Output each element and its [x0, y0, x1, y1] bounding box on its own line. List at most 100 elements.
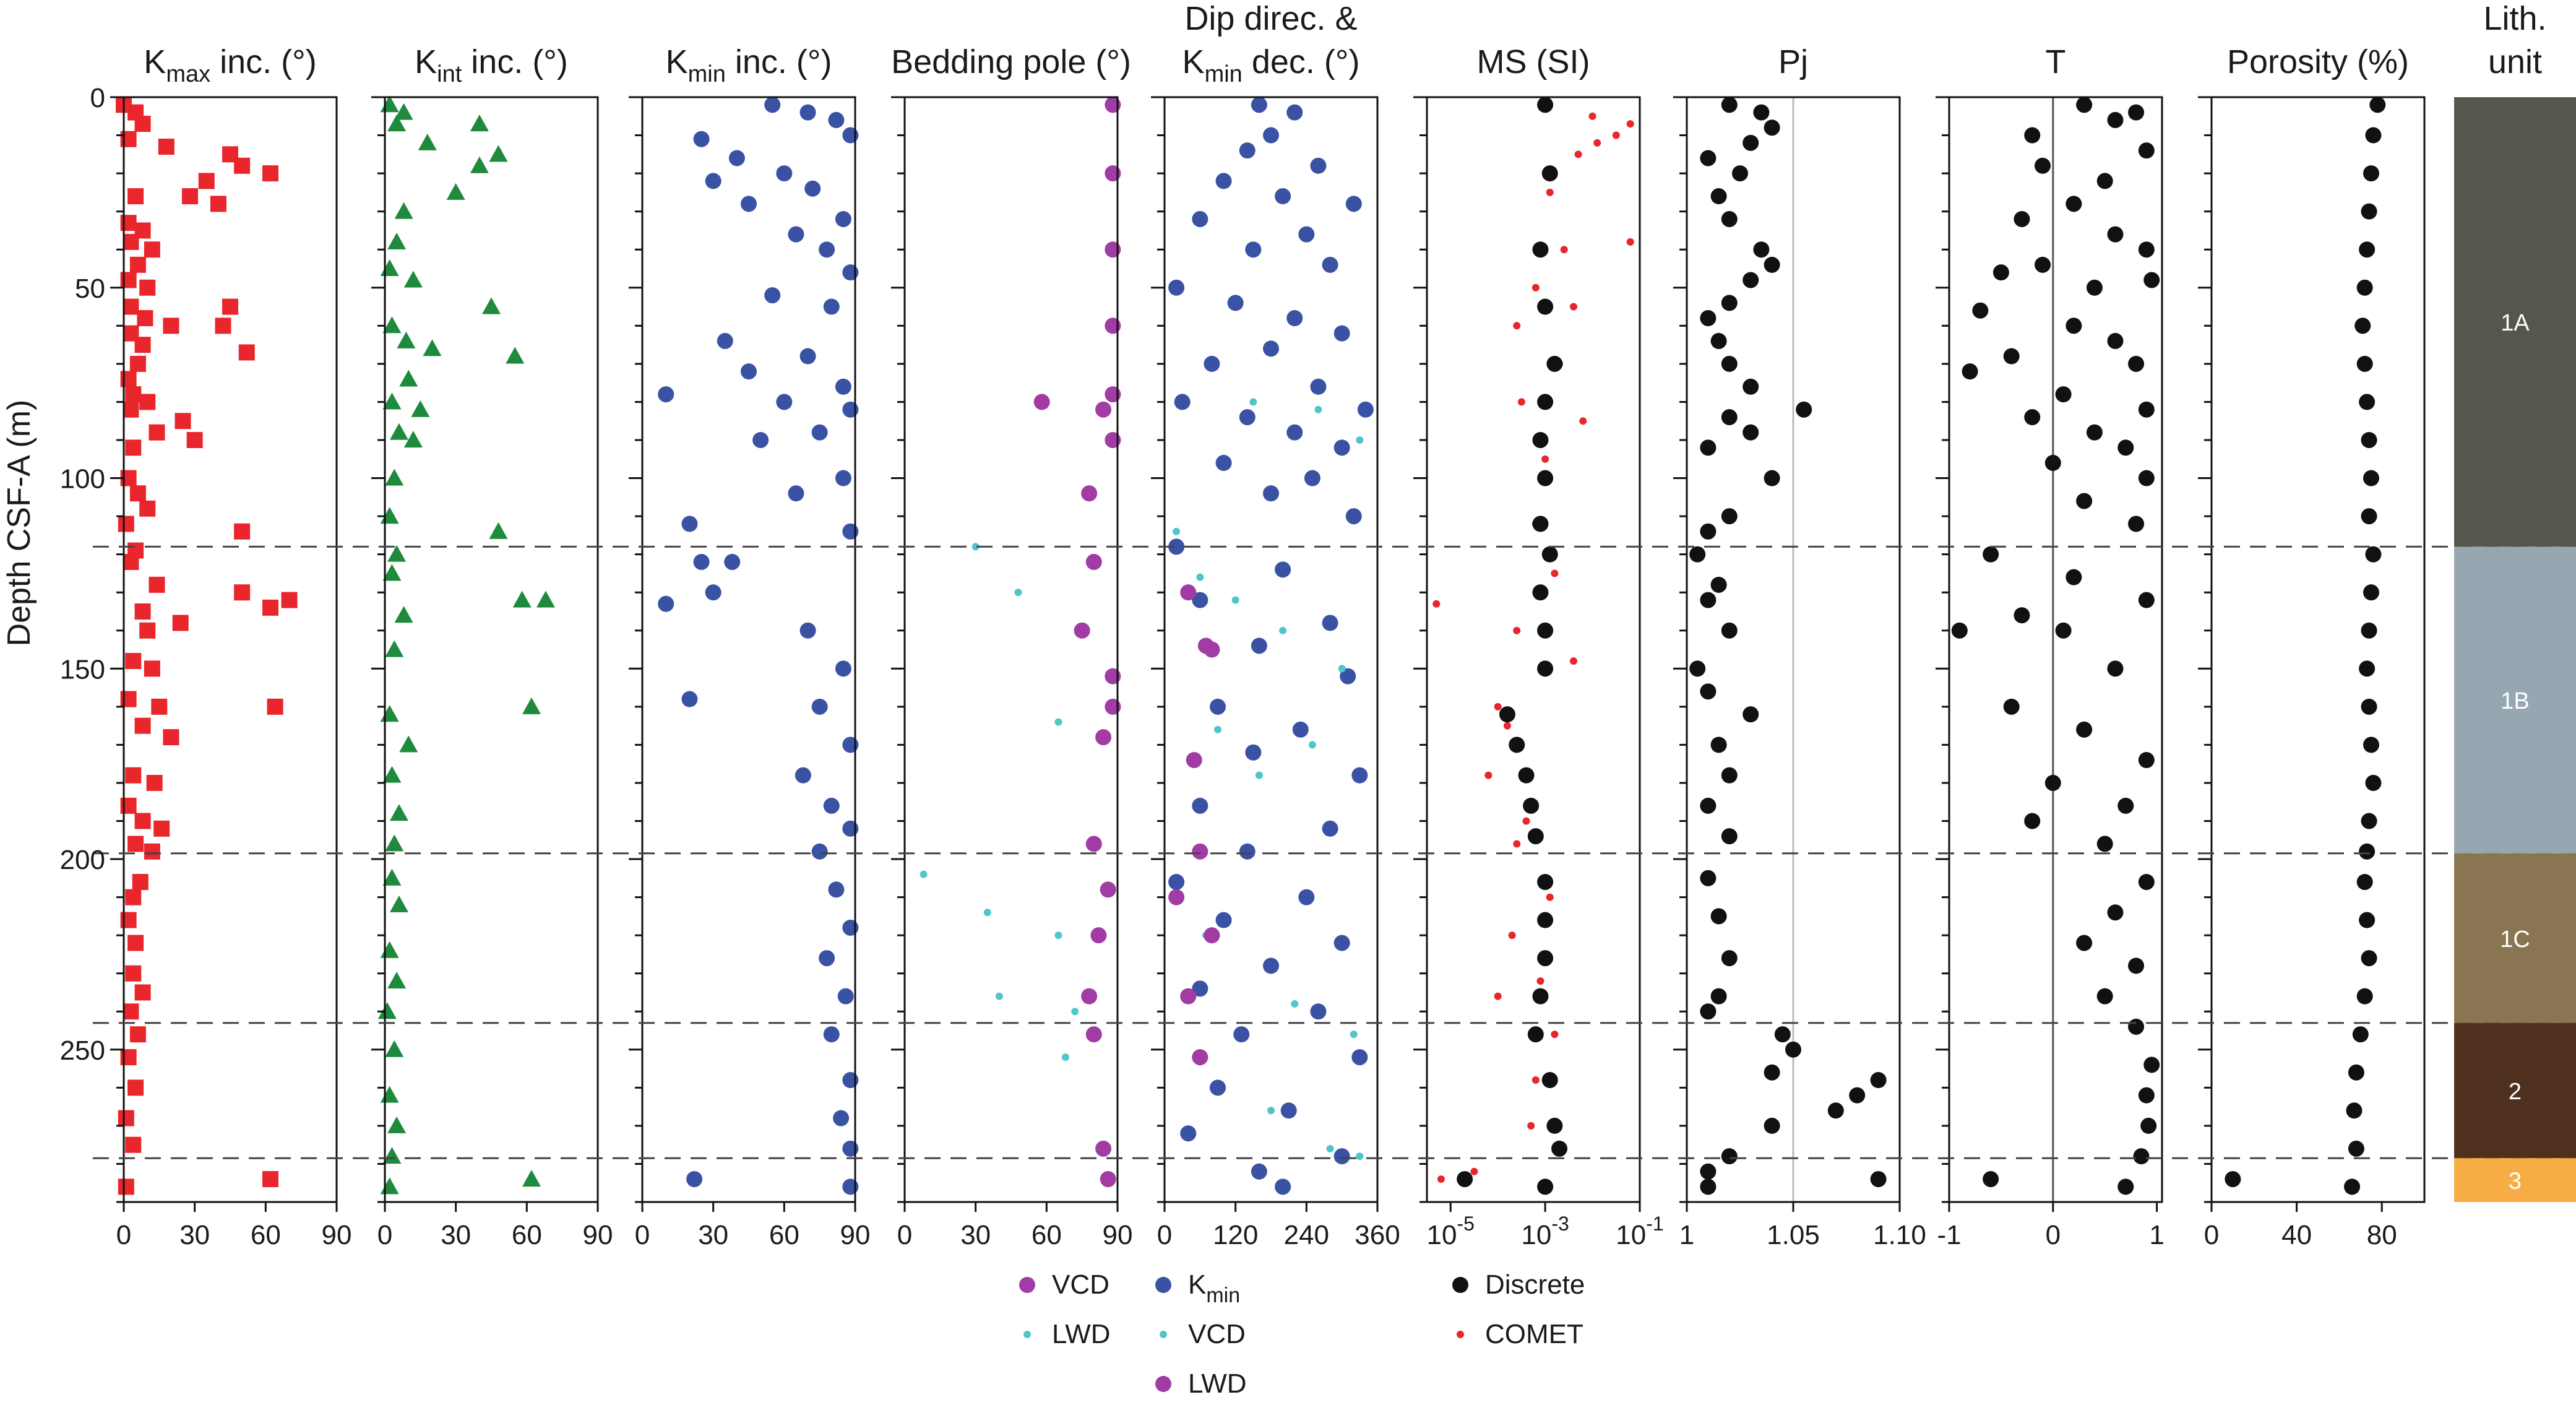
panel-title: MS (SI) — [1477, 43, 1590, 80]
data-point — [1292, 721, 1309, 738]
data-point — [1054, 932, 1062, 940]
data-point — [1569, 657, 1577, 665]
data-point — [1180, 988, 1197, 1005]
data-point — [125, 386, 142, 403]
data-point — [1186, 752, 1202, 768]
data-point — [2035, 157, 2051, 174]
data-point — [2363, 165, 2379, 182]
title-main: MS (SI) — [1477, 43, 1590, 80]
data-point — [385, 469, 404, 486]
data-point — [1764, 1117, 1780, 1134]
x-tick-label: 0 — [635, 1220, 650, 1250]
panel-kint: 0 30 60 90 Kint inc. (°) — [371, 43, 613, 1250]
data-point — [2024, 813, 2041, 829]
data-point — [2359, 912, 2376, 928]
data-point — [1700, 1163, 1717, 1180]
data-point — [1870, 1072, 1887, 1089]
x-tick-label: 0 — [2204, 1220, 2219, 1250]
data-point — [2140, 1117, 2157, 1134]
data-point — [2346, 1102, 2363, 1119]
data-point — [1764, 119, 1780, 136]
panel-frame — [1163, 96, 1379, 1203]
data-point — [2365, 546, 2382, 563]
data-point — [1710, 332, 1727, 349]
data-point — [134, 717, 151, 734]
data-point — [1764, 470, 1780, 486]
data-point — [1710, 188, 1727, 205]
panel-title: Kint inc. (°) — [415, 43, 568, 87]
series-kint-0 — [377, 95, 555, 1195]
data-point — [1513, 626, 1521, 634]
y-tick-label: 100 — [60, 464, 105, 495]
panel-title: Kmin inc. (°) — [666, 43, 832, 87]
data-point — [1527, 1026, 1544, 1043]
panel-pj: 1 1.05 1.10 Pj — [1673, 43, 1926, 1250]
data-point — [118, 1110, 134, 1126]
data-point — [2138, 142, 2155, 159]
data-point — [125, 652, 142, 669]
data-point — [2361, 622, 2377, 639]
data-point — [123, 233, 139, 250]
data-point — [281, 592, 298, 608]
data-point — [1546, 355, 1563, 372]
data-point — [2096, 173, 2113, 189]
data-point — [2014, 210, 2030, 227]
x-tick-label: 10-3 — [1521, 1213, 1569, 1250]
data-point — [2086, 424, 2103, 441]
data-point — [776, 394, 793, 410]
data-point — [2365, 127, 2382, 144]
data-point — [1333, 325, 1350, 342]
data-point — [1742, 134, 1759, 151]
title-subscript: max — [166, 61, 210, 87]
series-kmin-0 — [658, 97, 859, 1195]
data-point — [1245, 241, 1262, 258]
data-point — [1298, 889, 1315, 906]
data-point — [1071, 1008, 1079, 1016]
data-point — [446, 183, 465, 200]
data-point — [1774, 1026, 1791, 1043]
data-point — [382, 316, 402, 334]
data-point — [1192, 1049, 1208, 1066]
data-point — [728, 150, 745, 166]
data-point — [123, 298, 139, 315]
lith-unit-1B — [2454, 547, 2576, 854]
data-point — [1579, 417, 1587, 425]
data-point — [1275, 1178, 1291, 1195]
data-point — [1700, 439, 1717, 456]
x-tick-label: 60 — [769, 1220, 799, 1250]
data-point — [1239, 409, 1256, 426]
data-point — [1196, 573, 1204, 581]
data-point — [139, 500, 156, 517]
title-main: K — [415, 43, 437, 80]
data-point — [1061, 1053, 1069, 1061]
data-point — [835, 660, 851, 677]
data-point — [1849, 1087, 1866, 1104]
data-point — [129, 1026, 146, 1043]
data-point — [118, 1178, 134, 1195]
data-point — [385, 640, 404, 657]
tick-exponent: -1 — [1646, 1213, 1663, 1235]
data-point — [1992, 264, 2009, 281]
data-point — [2086, 279, 2103, 296]
data-point — [2128, 516, 2145, 532]
data-point — [1689, 660, 1706, 677]
data-point — [489, 522, 508, 539]
data-point — [823, 1026, 840, 1043]
x-tick-label: 240 — [1284, 1220, 1329, 1250]
legend-bedding: VCD LWD — [1019, 1269, 1111, 1349]
data-point — [2138, 401, 2155, 418]
x-tick-label: 10-1 — [1616, 1213, 1663, 1250]
data-point — [1532, 431, 1549, 448]
data-point — [2066, 196, 2082, 212]
data-point — [835, 378, 851, 395]
series-ms-Discrete — [1457, 97, 1568, 1195]
data-point — [1251, 97, 1267, 113]
tick-exponent: -3 — [1551, 1213, 1569, 1235]
data-point — [1215, 454, 1232, 471]
data-point — [828, 881, 845, 898]
data-point — [1280, 1102, 1297, 1119]
data-point — [1333, 935, 1350, 951]
data-point — [1322, 820, 1338, 837]
legend-marker — [1457, 1331, 1464, 1338]
data-point — [1356, 1152, 1364, 1161]
